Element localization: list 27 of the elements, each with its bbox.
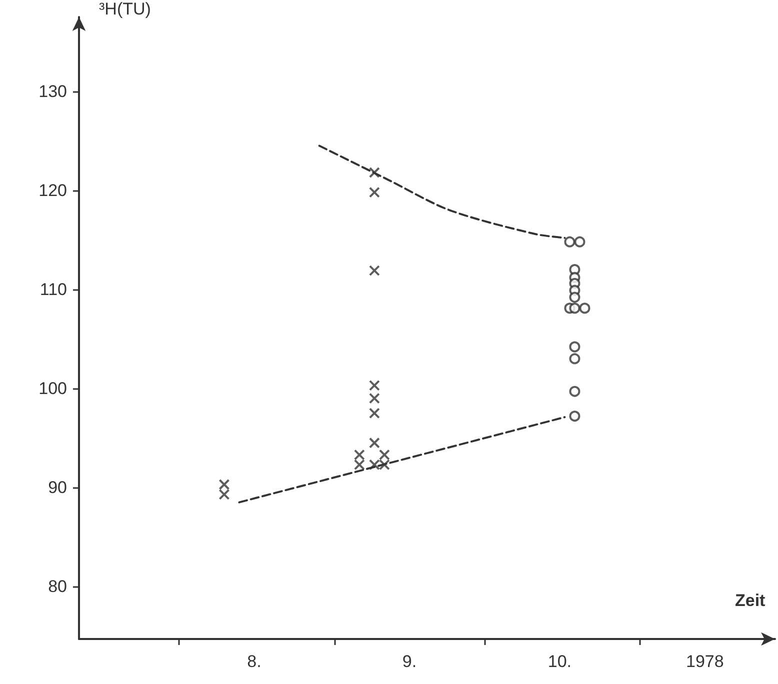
y-tick-label: 90 (48, 478, 67, 497)
x-tick-label: 8. (247, 652, 262, 671)
y-tick-label: 80 (48, 577, 67, 596)
y-tick-label: 130 (38, 82, 67, 101)
y-tick-label: 100 (38, 378, 67, 398)
point (368, 186, 380, 198)
point (368, 459, 380, 470)
point (569, 410, 580, 422)
y-tick-label: 110 (40, 280, 67, 299)
x-tick-label: 1978 (686, 652, 724, 671)
point (574, 236, 586, 248)
y-axis-title: ³H(TU) (99, 0, 151, 18)
point (368, 437, 380, 448)
x-tick-label: 10. (548, 652, 572, 671)
point (569, 302, 580, 314)
point (569, 341, 580, 352)
point (569, 386, 580, 397)
x-axis-title: Zeit (735, 591, 766, 610)
y-tick-label: 120 (38, 180, 67, 200)
point (368, 167, 380, 178)
x-tick-label: 9. (402, 652, 417, 671)
point (368, 408, 380, 419)
point (564, 236, 576, 248)
point (368, 265, 380, 276)
point (569, 353, 580, 364)
point (579, 302, 590, 314)
point (569, 292, 580, 303)
